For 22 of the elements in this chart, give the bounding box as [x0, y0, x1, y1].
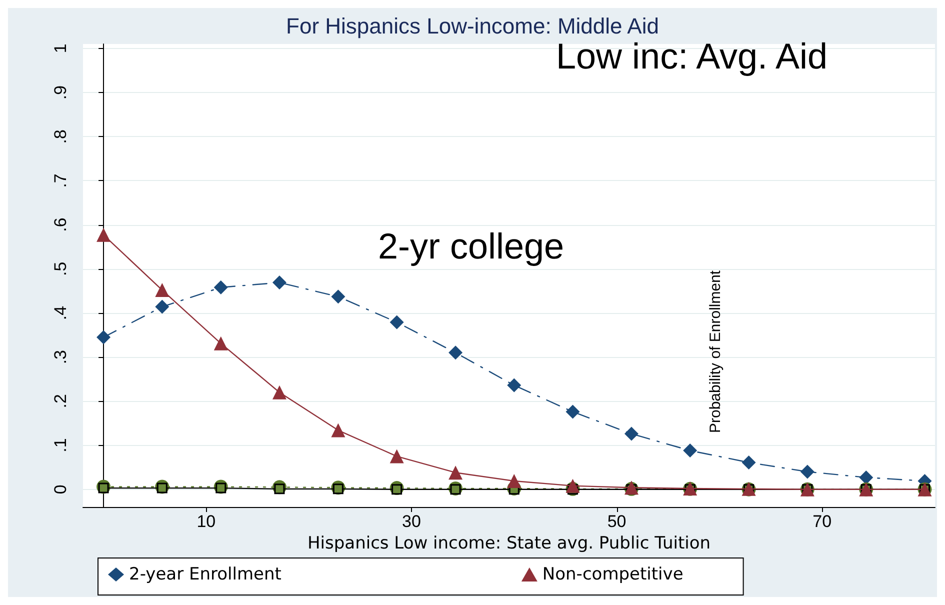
y-tick-label: .2	[51, 394, 70, 408]
y-tick-label: .8	[51, 130, 70, 144]
y-axis-title: Probability of Enrollment	[707, 270, 724, 433]
x-axis-title: Hispanics Low income: State avg. Public Tuition	[307, 533, 711, 554]
legend-label: Non-competitive	[542, 564, 684, 584]
y-tick-label: .1	[51, 438, 70, 452]
annotation: Low inc: Avg. Aid	[556, 36, 828, 76]
y-tick-label: .5	[51, 262, 70, 276]
legend-label: 2-year Enrollment	[129, 564, 282, 584]
x-tick-label: 70	[812, 512, 832, 531]
y-tick-label: .3	[51, 350, 70, 364]
x-tick-label: 10	[196, 512, 216, 531]
x-tick-label: 30	[402, 512, 421, 531]
y-tick-label: .9	[51, 85, 70, 100]
chart-title: For Hispanics Low-income: Middle Aid	[286, 14, 659, 38]
y-tick-label: .4	[51, 306, 70, 320]
x-tick-label: 50	[607, 512, 626, 531]
annotation: 2-yr college	[378, 226, 564, 266]
y-tick-label: .7	[51, 174, 70, 188]
y-tick-label: 0	[51, 484, 70, 494]
y-tick-label: .6	[51, 218, 70, 232]
y-tick-label: 1	[51, 44, 70, 54]
